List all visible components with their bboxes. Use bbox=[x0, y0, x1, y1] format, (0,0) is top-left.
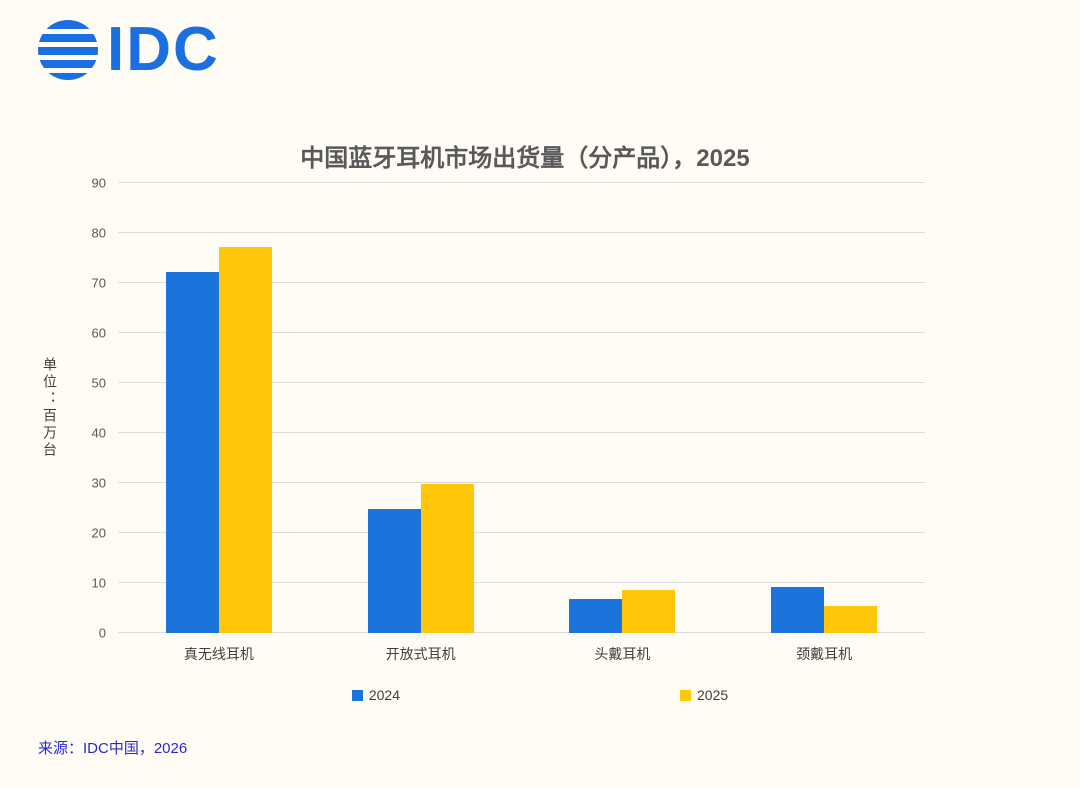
bar-2025-真无线耳机 bbox=[218, 246, 272, 633]
bar-group-真无线耳机 bbox=[118, 183, 320, 633]
gridline-80 bbox=[118, 232, 925, 233]
legend: 2024 2025 bbox=[0, 687, 1080, 703]
y-axis-title-text: 单位：百万台 bbox=[42, 357, 58, 459]
source-note: 来源：IDC中国，2026 bbox=[38, 740, 188, 757]
gridline-50 bbox=[118, 382, 925, 383]
y-tick-label-20: 20 bbox=[91, 525, 106, 541]
y-tick-label-50: 50 bbox=[91, 375, 106, 391]
bar-2024-颈戴耳机 bbox=[771, 586, 825, 633]
bar-2024-开放式耳机 bbox=[367, 508, 421, 633]
gridline-30 bbox=[118, 482, 925, 484]
bar-2025-开放式耳机 bbox=[420, 483, 474, 633]
y-axis-title: 单位：百万台 bbox=[40, 183, 60, 633]
y-tick-label-70: 70 bbox=[91, 275, 106, 291]
bar-groups bbox=[118, 183, 925, 633]
y-tick-label-30: 30 bbox=[91, 475, 106, 491]
x-axis-label-开放式耳机: 开放式耳机 bbox=[385, 646, 456, 662]
y-tick-label-0: 0 bbox=[98, 625, 106, 641]
y-tick-label-10: 10 bbox=[91, 575, 106, 591]
idc-logo-text: IDC bbox=[107, 15, 220, 84]
y-tick-label-80: 80 bbox=[91, 225, 106, 241]
legend-swatch-2025 bbox=[680, 689, 691, 701]
gridline-10 bbox=[118, 582, 925, 583]
legend-entry-2025: 2025 bbox=[680, 687, 728, 703]
x-axis-labels: 真无线耳机 开放式耳机 头戴耳机 颈戴耳机 bbox=[118, 644, 925, 664]
x-axis-label-真无线耳机: 真无线耳机 bbox=[183, 646, 254, 662]
legend-swatch-2024 bbox=[351, 689, 363, 701]
bar-group-颈戴耳机 bbox=[723, 183, 925, 633]
gridline-90 bbox=[118, 182, 925, 183]
y-tick-label-40: 40 bbox=[91, 425, 106, 441]
idc-globe-icon bbox=[38, 20, 98, 80]
bar-2024-真无线耳机 bbox=[165, 271, 219, 633]
y-tick-label-60: 60 bbox=[91, 325, 106, 341]
gridline-20 bbox=[118, 532, 925, 533]
bar-2025-颈戴耳机 bbox=[824, 606, 878, 633]
idc-logo: IDC bbox=[36, 18, 220, 82]
gridline-40 bbox=[118, 432, 925, 433]
gridline-70 bbox=[118, 282, 925, 283]
gridline-60 bbox=[118, 332, 925, 334]
bar-2025-头戴耳机 bbox=[622, 589, 676, 633]
x-axis-label-颈戴耳机: 颈戴耳机 bbox=[796, 646, 853, 662]
plot-area: 0 10 20 30 40 50 60 70 80 90 bbox=[92, 176, 925, 641]
chart-title: 中国蓝牙耳机市场出货量（分产品），2025 bbox=[300, 145, 750, 172]
legend-entry-2024: 2024 bbox=[351, 687, 400, 703]
bar-group-开放式耳机 bbox=[320, 183, 522, 633]
x-axis-label-头戴耳机: 头戴耳机 bbox=[594, 646, 651, 662]
gridline-0 bbox=[118, 632, 925, 633]
y-tick-label-90: 90 bbox=[91, 175, 106, 191]
legend-label-2025: 2025 bbox=[697, 687, 729, 703]
bar-2024-头戴耳机 bbox=[569, 598, 623, 633]
legend-label-2024: 2024 bbox=[368, 687, 400, 703]
bar-group-头戴耳机 bbox=[522, 183, 724, 633]
